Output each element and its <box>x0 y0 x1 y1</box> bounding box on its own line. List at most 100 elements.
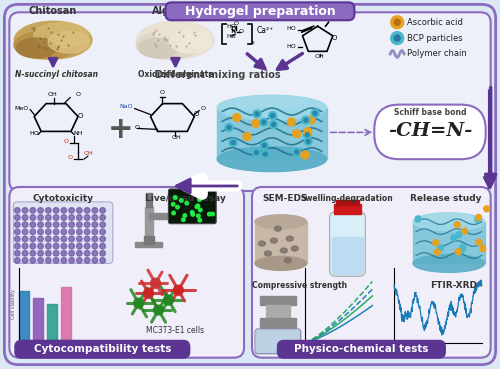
Circle shape <box>260 142 268 149</box>
Circle shape <box>92 208 98 213</box>
FancyBboxPatch shape <box>330 212 366 276</box>
Circle shape <box>313 111 317 115</box>
Text: N-succinyl chitosan: N-succinyl chitosan <box>14 70 98 79</box>
Circle shape <box>30 215 36 220</box>
Circle shape <box>14 215 20 220</box>
Circle shape <box>154 305 164 315</box>
Circle shape <box>272 123 276 127</box>
Circle shape <box>54 236 59 242</box>
Text: HO: HO <box>226 24 236 29</box>
Ellipse shape <box>14 31 78 59</box>
FancyBboxPatch shape <box>252 187 490 358</box>
Circle shape <box>69 236 74 242</box>
Circle shape <box>311 109 319 117</box>
Circle shape <box>84 229 90 235</box>
Circle shape <box>262 150 269 158</box>
Circle shape <box>270 121 278 128</box>
Circle shape <box>100 236 105 242</box>
Circle shape <box>292 148 300 156</box>
Circle shape <box>61 236 66 242</box>
Circle shape <box>264 152 267 156</box>
Text: NaO: NaO <box>119 104 132 108</box>
Ellipse shape <box>286 236 294 241</box>
Circle shape <box>304 128 312 136</box>
Circle shape <box>14 243 20 249</box>
Circle shape <box>196 214 200 218</box>
Circle shape <box>22 251 28 256</box>
Circle shape <box>69 222 74 227</box>
Circle shape <box>253 110 261 118</box>
Circle shape <box>22 243 28 249</box>
Text: P: P <box>230 26 235 35</box>
Circle shape <box>54 208 59 213</box>
Circle shape <box>231 141 235 145</box>
Circle shape <box>304 137 312 145</box>
Circle shape <box>302 116 310 124</box>
Ellipse shape <box>274 226 281 231</box>
Circle shape <box>38 243 44 249</box>
Circle shape <box>164 295 173 305</box>
Circle shape <box>46 258 51 263</box>
Circle shape <box>76 222 82 227</box>
Circle shape <box>61 215 66 220</box>
FancyBboxPatch shape <box>168 189 216 224</box>
Ellipse shape <box>413 255 484 272</box>
Circle shape <box>229 139 237 146</box>
Circle shape <box>454 222 460 228</box>
Circle shape <box>255 112 259 116</box>
Circle shape <box>61 229 66 235</box>
Ellipse shape <box>264 251 272 256</box>
Circle shape <box>252 120 260 127</box>
Circle shape <box>262 144 266 148</box>
Text: MeO: MeO <box>14 106 28 111</box>
Circle shape <box>100 258 105 263</box>
Circle shape <box>174 196 177 199</box>
Circle shape <box>394 35 400 41</box>
Bar <box>332 237 364 274</box>
Circle shape <box>14 258 20 263</box>
Text: -CH=N-: -CH=N- <box>388 123 472 140</box>
Ellipse shape <box>217 147 326 172</box>
Ellipse shape <box>136 31 201 59</box>
Circle shape <box>69 215 74 220</box>
Circle shape <box>38 258 44 263</box>
Text: O: O <box>76 92 80 97</box>
Circle shape <box>54 258 59 263</box>
FancyBboxPatch shape <box>166 2 354 20</box>
Text: Physico-chemical tests: Physico-chemical tests <box>294 344 428 354</box>
Circle shape <box>54 215 59 220</box>
Circle shape <box>30 236 36 242</box>
Circle shape <box>92 258 98 263</box>
Circle shape <box>254 151 258 155</box>
Circle shape <box>208 212 211 216</box>
FancyBboxPatch shape <box>4 4 496 365</box>
Text: O: O <box>160 90 165 95</box>
Circle shape <box>30 258 36 263</box>
Circle shape <box>46 236 51 242</box>
Bar <box>33 298 43 340</box>
Circle shape <box>38 229 44 235</box>
Circle shape <box>22 208 28 213</box>
Text: Ascorbic acid: Ascorbic acid <box>407 18 463 27</box>
Circle shape <box>438 245 444 251</box>
Circle shape <box>225 124 233 131</box>
Circle shape <box>92 236 98 242</box>
Text: MC3T3-E1 cells: MC3T3-E1 cells <box>146 326 204 335</box>
Ellipse shape <box>284 258 292 263</box>
Bar <box>144 236 154 244</box>
Circle shape <box>92 229 98 235</box>
Circle shape <box>306 139 310 143</box>
Circle shape <box>294 150 298 154</box>
Circle shape <box>484 206 490 212</box>
Ellipse shape <box>270 238 278 243</box>
Text: HO: HO <box>286 44 296 49</box>
Circle shape <box>69 251 74 256</box>
Text: OH: OH <box>172 135 181 140</box>
Text: Schiff base bond: Schiff base bond <box>394 107 466 117</box>
Text: OH: OH <box>47 92 57 97</box>
Circle shape <box>84 215 90 220</box>
Text: Calcium phosphate: Calcium phosphate <box>208 7 298 16</box>
Circle shape <box>100 215 105 220</box>
Text: OH: OH <box>314 54 324 59</box>
Circle shape <box>92 243 98 249</box>
